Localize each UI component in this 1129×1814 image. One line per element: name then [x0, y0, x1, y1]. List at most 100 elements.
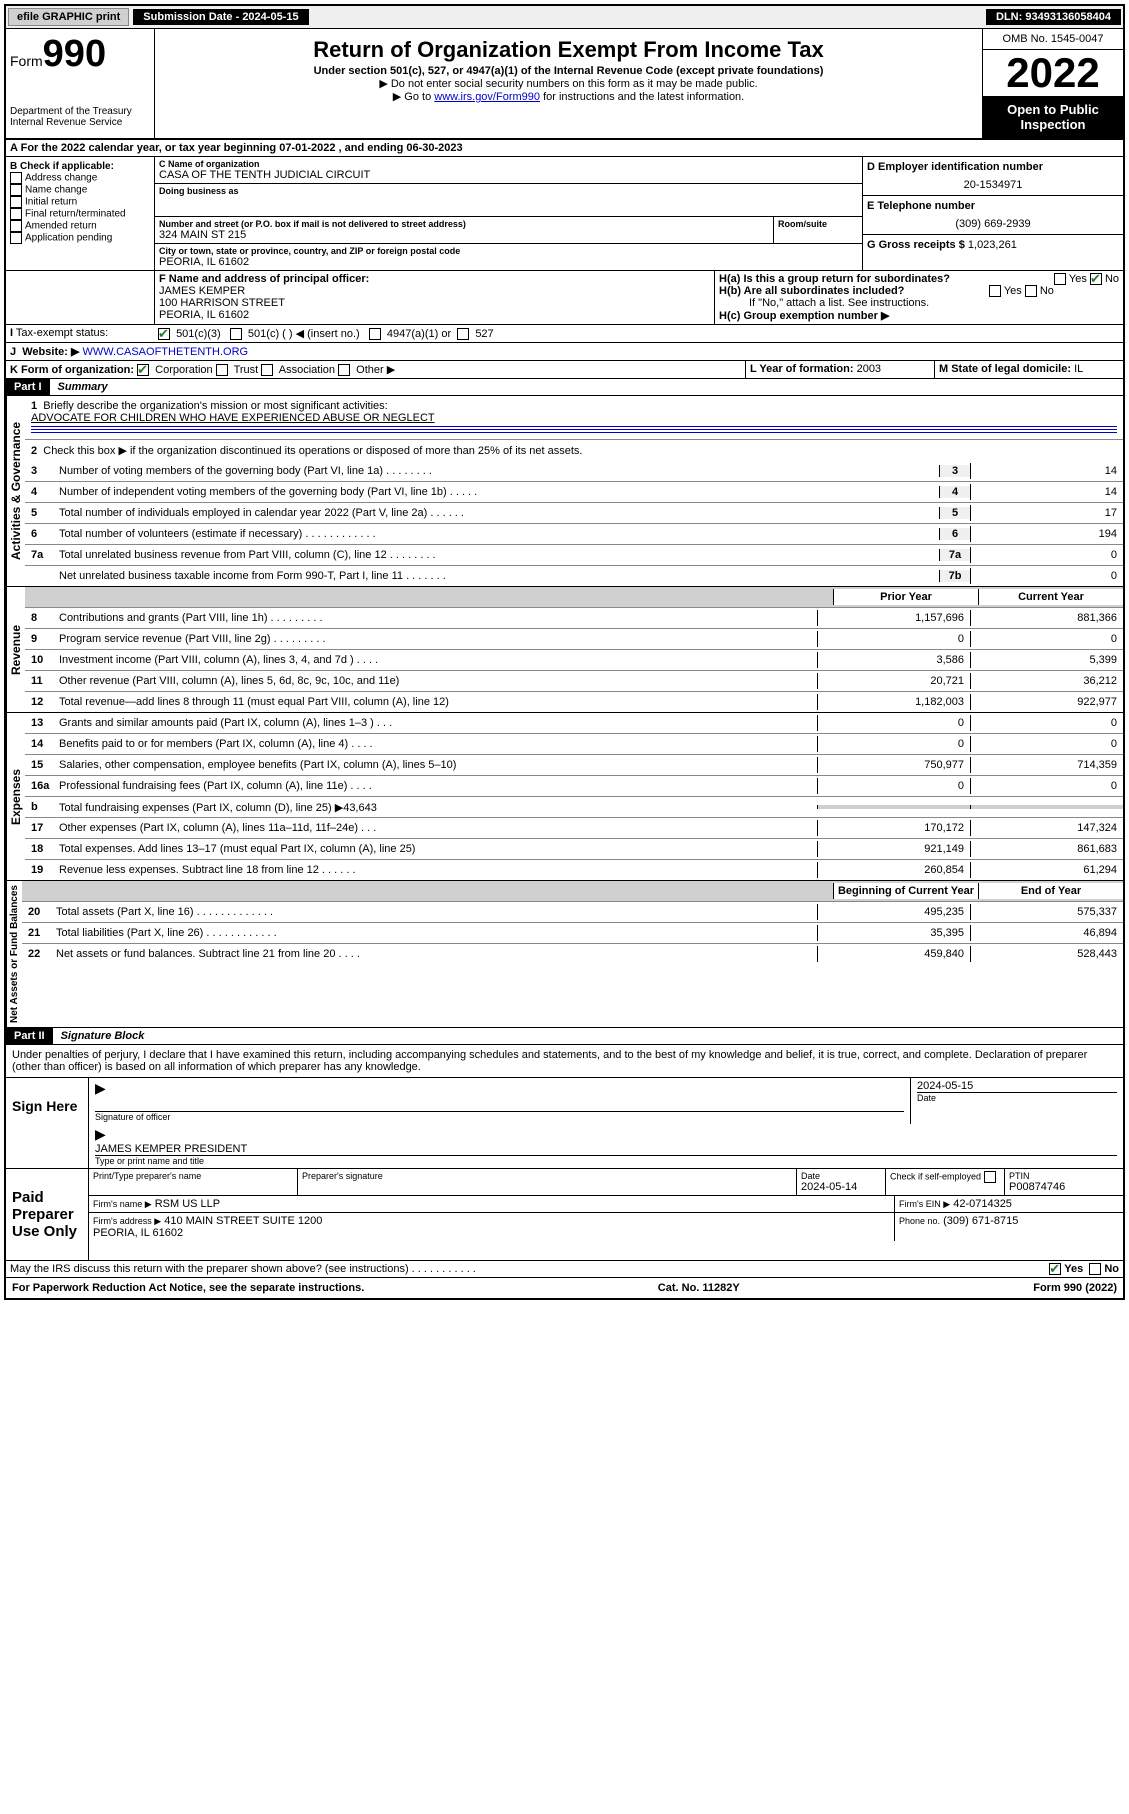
check-pending[interactable]: [10, 232, 22, 244]
val-7b: 0: [970, 568, 1123, 584]
l14-prior: 0: [817, 736, 970, 752]
ha-yes[interactable]: [1054, 273, 1066, 285]
check-527[interactable]: [457, 328, 469, 340]
val-3: 14: [970, 463, 1123, 479]
l12-curr: 922,977: [970, 694, 1123, 710]
firm-phone: (309) 671-8715: [943, 1215, 1018, 1227]
l11-prior: 20,721: [817, 673, 970, 689]
l13-curr: 0: [970, 715, 1123, 731]
sig-date: 2024-05-15: [917, 1080, 1117, 1092]
officer-name-title: JAMES KEMPER PRESIDENT: [95, 1143, 1117, 1156]
l22-curr: 528,443: [970, 946, 1123, 962]
l13-prior: 0: [817, 715, 970, 731]
check-self-emp[interactable]: [984, 1171, 996, 1183]
officer-addr1: 100 HARRISON STREET: [159, 297, 710, 309]
l18-curr: 861,683: [970, 841, 1123, 857]
dln: DLN: 93493136058404: [986, 9, 1121, 25]
ptin: P00874746: [1009, 1181, 1119, 1193]
l16a-curr: 0: [970, 778, 1123, 794]
check-4947[interactable]: [369, 328, 381, 340]
prep-date: 2024-05-14: [801, 1181, 881, 1193]
governance-section: Activities & Governance 1 Briefly descri…: [6, 396, 1123, 587]
part2-header: Part II Signature Block: [6, 1028, 1123, 1045]
l10-prior: 3,586: [817, 652, 970, 668]
hb-no[interactable]: [1025, 285, 1037, 297]
check-other[interactable]: [338, 364, 350, 376]
firm-name: RSM US LLP: [155, 1198, 220, 1210]
form-number: Form990: [10, 33, 150, 76]
form-ref: Form 990 (2022): [1033, 1282, 1117, 1294]
gross-receipts: 1,023,261: [968, 239, 1017, 251]
declaration: Under penalties of perjury, I declare th…: [6, 1045, 1123, 1078]
form-header: Form990 Department of the Treasury Inter…: [6, 29, 1123, 140]
val-5: 17: [970, 505, 1123, 521]
year-formation: 2003: [857, 363, 881, 375]
firm-ein: 42-0714325: [953, 1198, 1012, 1210]
box-b: B Check if applicable: Address change Na…: [6, 157, 155, 270]
revenue-section: Revenue Prior YearCurrent Year 8Contribu…: [6, 587, 1123, 713]
check-501c3[interactable]: [158, 328, 170, 340]
val-7a: 0: [970, 547, 1123, 563]
check-final-return[interactable]: [10, 208, 22, 220]
website-link[interactable]: WWW.CASAOFTHETENTH.ORG: [82, 346, 248, 358]
l12-prior: 1,182,003: [817, 694, 970, 710]
l19-prior: 260,854: [817, 862, 970, 878]
l19-curr: 61,294: [970, 862, 1123, 878]
check-address-change[interactable]: [10, 172, 22, 184]
klm-row: K Form of organization: Corporation Trus…: [6, 361, 1123, 379]
l11-curr: 36,212: [970, 673, 1123, 689]
l21-curr: 46,894: [970, 925, 1123, 941]
ein: 20-1534971: [867, 173, 1119, 191]
check-initial-return[interactable]: [10, 196, 22, 208]
discuss-yes[interactable]: [1049, 1263, 1061, 1275]
l16a-prior: 0: [817, 778, 970, 794]
period-row: A For the 2022 calendar year, or tax yea…: [6, 140, 1123, 157]
form-subtitle: Under section 501(c), 527, or 4947(a)(1)…: [161, 65, 976, 77]
tax-year: 2022: [983, 50, 1123, 96]
box-c: C Name of organization CASA OF THE TENTH…: [155, 157, 863, 270]
org-name: CASA OF THE TENTH JUDICIAL CIRCUIT: [159, 169, 858, 181]
check-amended[interactable]: [10, 220, 22, 232]
org-street: 324 MAIN ST 215: [159, 229, 769, 241]
irs-link[interactable]: www.irs.gov/Form990: [434, 91, 540, 103]
page-footer: For Paperwork Reduction Act Notice, see …: [6, 1278, 1123, 1298]
mission: ADVOCATE FOR CHILDREN WHO HAVE EXPERIENC…: [31, 412, 435, 424]
officer-addr2: PEORIA, IL 61602: [159, 309, 710, 321]
l20-curr: 575,337: [970, 904, 1123, 920]
l9-curr: 0: [970, 631, 1123, 647]
l15-prior: 750,977: [817, 757, 970, 773]
ha-no[interactable]: [1090, 273, 1102, 285]
val-6: 194: [970, 526, 1123, 542]
note-link: ▶ Go to www.irs.gov/Form990 for instruct…: [161, 90, 976, 103]
check-trust[interactable]: [216, 364, 228, 376]
omb-number: OMB No. 1545-0047: [983, 29, 1123, 50]
submission-date: Submission Date - 2024-05-15: [133, 9, 308, 25]
box-deg: D Employer identification number 20-1534…: [863, 157, 1123, 270]
net-assets-section: Net Assets or Fund Balances Beginning of…: [6, 881, 1123, 1028]
l21-prior: 35,395: [817, 925, 970, 941]
sign-here-block: Sign Here ▶ Signature of officer 2024-05…: [6, 1078, 1123, 1169]
check-501c[interactable]: [230, 328, 242, 340]
check-name-change[interactable]: [10, 184, 22, 196]
part1-header: Part I Summary: [6, 379, 1123, 396]
open-inspection: Open to Public Inspection: [983, 96, 1123, 138]
top-bar: efile GRAPHIC print Submission Date - 20…: [6, 6, 1123, 29]
check-assoc[interactable]: [261, 364, 273, 376]
state-domicile: IL: [1074, 363, 1083, 375]
discuss-no[interactable]: [1089, 1263, 1101, 1275]
paid-preparer-block: Paid Preparer Use Only Print/Type prepar…: [6, 1169, 1123, 1261]
pra-notice: For Paperwork Reduction Act Notice, see …: [12, 1282, 364, 1294]
val-4: 14: [970, 484, 1123, 500]
cat-no: Cat. No. 11282Y: [658, 1282, 740, 1294]
expenses-section: Expenses 13Grants and similar amounts pa…: [6, 713, 1123, 881]
identity-block: B Check if applicable: Address change Na…: [6, 157, 1123, 271]
fh-row: F Name and address of principal officer:…: [6, 271, 1123, 325]
l20-prior: 495,235: [817, 904, 970, 920]
l17-curr: 147,324: [970, 820, 1123, 836]
hb-yes[interactable]: [989, 285, 1001, 297]
check-corp[interactable]: [137, 364, 149, 376]
efile-print-button[interactable]: efile GRAPHIC print: [8, 8, 129, 26]
period-a: A For the 2022 calendar year, or tax yea…: [6, 140, 1123, 156]
l17-prior: 170,172: [817, 820, 970, 836]
tax-exempt-row: I Tax-exempt status: 501(c)(3) 501(c) ( …: [6, 325, 1123, 343]
